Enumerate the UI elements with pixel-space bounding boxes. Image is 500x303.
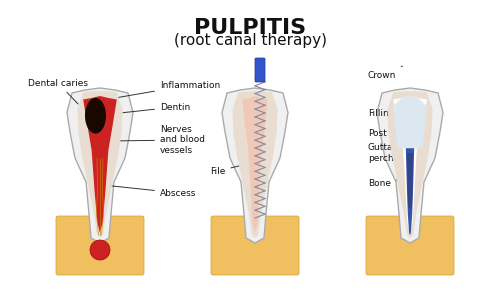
Circle shape	[90, 240, 110, 260]
FancyBboxPatch shape	[56, 216, 144, 275]
Polygon shape	[232, 91, 278, 238]
Polygon shape	[407, 153, 413, 210]
Polygon shape	[242, 96, 268, 233]
Polygon shape	[67, 88, 133, 243]
FancyBboxPatch shape	[211, 216, 299, 275]
Text: PULPITIS: PULPITIS	[194, 18, 306, 38]
Text: Gutta
percha: Gutta percha	[368, 143, 406, 163]
Polygon shape	[222, 88, 288, 243]
Polygon shape	[393, 96, 427, 148]
Text: Dental caries: Dental caries	[28, 78, 88, 104]
Text: Dentin: Dentin	[123, 102, 190, 113]
Text: Crown: Crown	[368, 66, 402, 79]
Ellipse shape	[85, 98, 106, 134]
Polygon shape	[406, 148, 414, 235]
Polygon shape	[377, 88, 443, 243]
Text: Abscess: Abscess	[106, 185, 196, 198]
Text: Nerves
and blood
vessels: Nerves and blood vessels	[111, 125, 205, 155]
Text: Post: Post	[368, 128, 405, 138]
Polygon shape	[393, 96, 427, 233]
Polygon shape	[78, 91, 122, 238]
Text: Bone: Bone	[368, 178, 412, 188]
FancyBboxPatch shape	[366, 216, 454, 275]
Text: (root canal therapy): (root canal therapy)	[174, 33, 326, 48]
Polygon shape	[388, 91, 432, 238]
Polygon shape	[83, 96, 117, 233]
Text: Filling: Filling	[368, 108, 402, 118]
Text: File: File	[210, 161, 258, 175]
Text: Inflammation: Inflammation	[118, 81, 220, 98]
FancyBboxPatch shape	[255, 58, 265, 82]
